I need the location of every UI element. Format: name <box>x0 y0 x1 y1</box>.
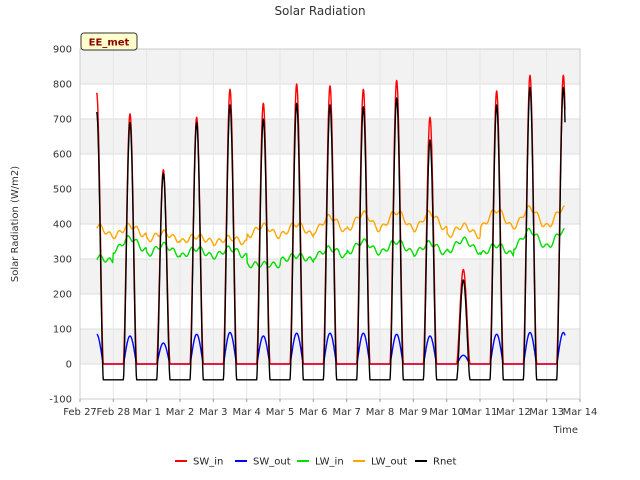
site-badge-label: EE_met <box>89 38 130 49</box>
legend-label: LW_out <box>371 457 407 468</box>
x-tick-label: Mar 5 <box>266 407 294 418</box>
y-axis-ticks: -100 0 100 200 300 400 500 600 700 800 900 <box>49 45 72 406</box>
plot-band <box>80 189 580 224</box>
x-tick-label: Mar 3 <box>199 407 227 418</box>
x-tick-label: Mar 6 <box>299 407 327 418</box>
y-tick-label: 0 <box>66 360 72 371</box>
y-tick-label: 300 <box>53 255 72 266</box>
series-line-sw-in <box>96 74 566 365</box>
x-tick-label: Mar 14 <box>563 407 598 418</box>
plot-band <box>80 119 580 154</box>
y-tick-label: 700 <box>53 115 72 126</box>
x-axis-ticks: Feb 27 Feb 28 Mar 1 Mar 2 Mar 3 Mar 4 Mar 5 Mar… <box>63 399 597 418</box>
plot-band <box>80 49 580 84</box>
plot-band <box>80 259 580 294</box>
chart-title: Solar Radiation <box>274 4 365 18</box>
plot-frame <box>79 48 581 400</box>
x-tick-label: Feb 27 <box>63 407 97 418</box>
legend: SW_in SW_out LW_in LW_out Rnet <box>175 457 456 468</box>
series-line-lw-out <box>96 205 565 247</box>
series-line-lw-in <box>96 227 565 269</box>
x-tick-label: Mar 9 <box>399 407 427 418</box>
plot-band <box>80 294 580 329</box>
legend-label: SW_out <box>253 457 291 468</box>
x-tick-label: Feb 28 <box>97 407 131 418</box>
plot-band <box>80 224 580 259</box>
x-axis-label: Time <box>553 425 578 436</box>
plot-background <box>80 49 580 399</box>
x-tick-label: Mar 10 <box>429 407 464 418</box>
y-tick-label: 100 <box>53 325 72 336</box>
legend-label: Rnet <box>433 457 456 468</box>
x-tick-label: Mar 1 <box>132 407 160 418</box>
x-tick-label: Mar 4 <box>232 407 260 418</box>
legend-label: SW_in <box>193 457 223 468</box>
x-tick-label: Mar 2 <box>166 407 194 418</box>
legend-label: LW_in <box>315 457 344 468</box>
y-axis-label: Solar Radiation (W/m2) <box>10 166 21 282</box>
y-tick-label: 600 <box>53 150 72 161</box>
plot-band <box>80 329 580 364</box>
y-tick-label: 400 <box>53 220 72 231</box>
x-tick-label: Mar 7 <box>332 407 360 418</box>
y-tick-label: -100 <box>49 395 72 406</box>
y-tick-label: 800 <box>53 80 72 91</box>
site-badge: EE_met <box>80 32 138 51</box>
y-tick-label: 200 <box>53 290 72 301</box>
series-line-rnet <box>96 86 566 381</box>
x-tick-label: Mar 8 <box>366 407 394 418</box>
x-tick-label: Mar 12 <box>496 407 531 418</box>
series-layer <box>96 74 566 381</box>
plot-band <box>80 364 580 399</box>
site-badge-box <box>80 32 138 51</box>
y-tick-label: 900 <box>53 45 72 56</box>
plot-band <box>80 154 580 189</box>
x-tick-label: Mar 11 <box>463 407 498 418</box>
x-tick-label: Mar 13 <box>529 407 564 418</box>
y-tick-label: 500 <box>53 185 72 196</box>
